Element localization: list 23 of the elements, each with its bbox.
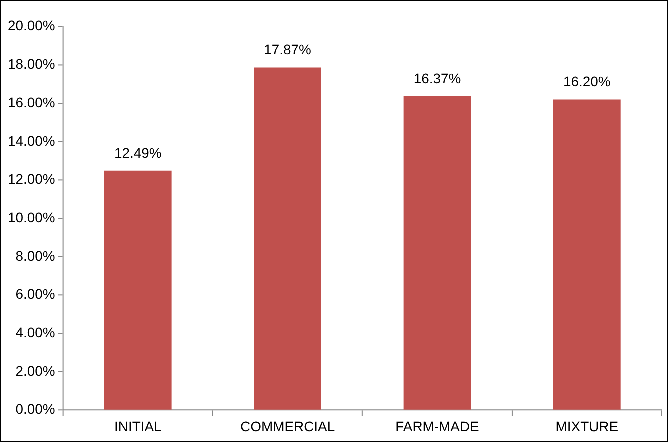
bar	[404, 96, 472, 410]
bar	[553, 100, 621, 410]
x-tick-label: COMMERCIAL	[240, 418, 336, 434]
y-tick-label: 20.00%	[8, 18, 56, 34]
data-label: 16.20%	[564, 74, 611, 90]
y-tick-label: 8.00%	[16, 248, 56, 264]
data-label: 16.37%	[414, 70, 462, 86]
y-tick-label: 0.00%	[16, 401, 56, 418]
x-tick-label: INITIAL	[114, 418, 162, 434]
y-tick-label: 18.00%	[8, 56, 56, 72]
y-tick-label: 16.00%	[8, 94, 56, 110]
bar	[254, 68, 322, 410]
data-label: 12.49%	[114, 144, 162, 161]
data-label: 17.87%	[264, 42, 312, 58]
y-tick-label: 14.00%	[8, 132, 56, 149]
y-tick-label: 2.00%	[16, 362, 56, 379]
y-tick-label: 12.00%	[8, 171, 56, 188]
y-tick-label: 6.00%	[16, 286, 56, 302]
x-tick-label: FARM-MADE	[396, 418, 480, 434]
x-tick-label: MIXTURE	[556, 418, 619, 434]
y-tick-label: 4.00%	[16, 324, 56, 340]
y-tick-label: 10.00%	[8, 209, 56, 226]
bar	[104, 170, 172, 410]
